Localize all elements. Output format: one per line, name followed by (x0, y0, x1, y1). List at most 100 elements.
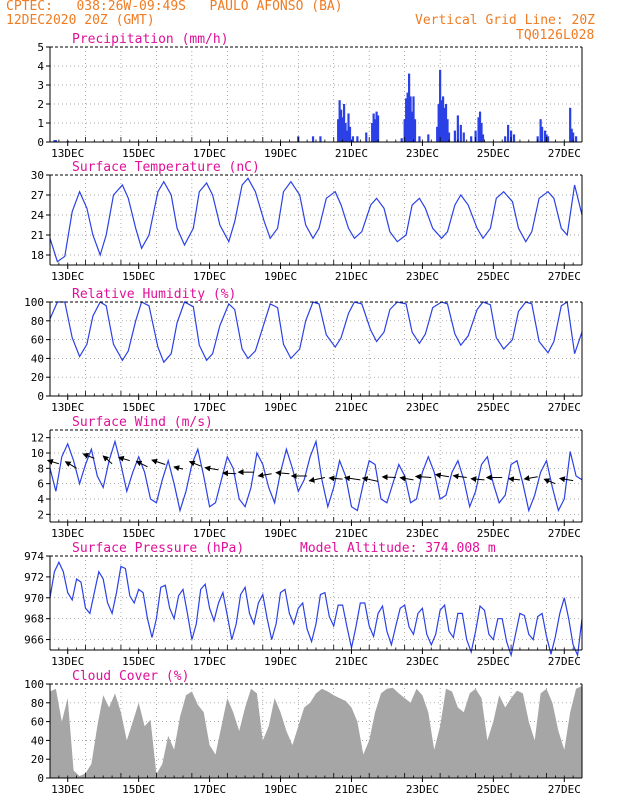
y-tick-label: 4 (37, 60, 44, 73)
x-tick-label: 13DEC (51, 401, 84, 414)
x-tick-label: 21DEC (335, 527, 368, 540)
precip-bar (372, 113, 375, 142)
cloud-title: Cloud Cover (%) (72, 669, 189, 684)
precip-bar (53, 140, 56, 142)
y-tick-label: 966 (24, 634, 44, 647)
precip-bar (413, 119, 417, 142)
x-tick-label: 23DEC (406, 270, 439, 283)
y-tick-label: 8 (37, 462, 44, 475)
precip-bar (512, 134, 516, 142)
x-tick-label: 13DEC (51, 147, 84, 160)
x-tick-label: 23DEC (406, 527, 439, 540)
precip-bar (509, 130, 513, 142)
precip-bar (345, 130, 349, 142)
y-tick-label: 24 (31, 209, 45, 222)
precip-bar (403, 119, 406, 142)
x-tick-label: 15DEC (122, 655, 155, 668)
precip-bar (441, 96, 445, 142)
x-tick-label: 19DEC (264, 527, 297, 540)
x-tick-label: 15DEC (122, 270, 155, 283)
wind-vector (558, 476, 574, 483)
y-tick-label: 40 (31, 734, 44, 747)
x-tick-label: 15DEC (122, 527, 155, 540)
x-tick-label: 27DEC (548, 147, 581, 160)
wind-vector (308, 476, 325, 483)
precip-bar (311, 136, 315, 142)
x-tick-label: 27DEC (548, 655, 581, 668)
precip-bar (456, 115, 459, 142)
wind-vector (543, 478, 556, 485)
x-tick-label: 21DEC (335, 147, 368, 160)
y-tick-label: 3 (37, 79, 44, 92)
y-tick-label: 2 (37, 508, 44, 521)
precip-bar (536, 136, 539, 142)
y-tick-label: 12 (31, 432, 44, 445)
run-datetime: 12DEC2020 20Z (GMT) (6, 13, 155, 28)
precip-bar (344, 123, 347, 142)
wind-title: Surface Wind (m/s) (72, 415, 213, 430)
x-tick-label: 17DEC (193, 527, 226, 540)
precip-bar (470, 136, 473, 142)
precip-bar (440, 100, 443, 142)
wind-vector (452, 473, 467, 480)
wind-vector (188, 460, 201, 467)
x-tick-label: 15DEC (122, 401, 155, 414)
x-tick-label: 15DEC (122, 783, 155, 796)
x-tick-label: 17DEC (193, 655, 226, 668)
y-tick-label: 80 (31, 697, 44, 710)
wind-chart: Surface Wind (m/s) 2 4 6 8 10 12 13DEC 15DEC 17DE… (31, 415, 583, 540)
y-tick-label: 6 (37, 478, 44, 491)
wind-vector (102, 455, 113, 465)
wind-vector (82, 453, 95, 459)
pres-series-line (49, 560, 583, 658)
precip-bar (446, 119, 449, 142)
x-tick-label: 21DEC (335, 270, 368, 283)
x-tick-label: 19DEC (264, 147, 297, 160)
x-tick-label: 19DEC (264, 270, 297, 283)
precip-bar (570, 128, 573, 142)
x-tick-label: 27DEC (548, 401, 581, 414)
precip-bar (351, 136, 355, 142)
precip-bar (569, 107, 572, 142)
precip-bar (54, 140, 58, 142)
y-tick-label: 0 (37, 136, 44, 149)
precip-bar (504, 136, 507, 142)
y-tick-label: 970 (24, 592, 44, 605)
precip-bar (319, 136, 322, 142)
y-tick-label: 60 (31, 334, 44, 347)
x-tick-label: 25DEC (477, 655, 510, 668)
precip-bar (341, 117, 344, 142)
y-tick-label: 18 (31, 249, 44, 262)
precip-bar (409, 96, 412, 142)
y-tick-label: 100 (24, 296, 44, 309)
x-tick-label: 25DEC (477, 401, 510, 414)
precip-bar (462, 132, 465, 142)
wind-vector (257, 472, 272, 479)
wind-vector (64, 461, 77, 469)
wind-vector (381, 474, 396, 481)
x-tick-label: 13DEC (51, 270, 84, 283)
y-tick-label: 21 (31, 229, 44, 242)
wind-vector (523, 475, 538, 482)
x-tick-label: 19DEC (264, 401, 297, 414)
x-tick-label: 23DEC (406, 783, 439, 796)
wind-vector (434, 472, 450, 479)
precip-bar (400, 138, 403, 142)
vertical-grid-note: Vertical Grid Line: 20Z (415, 13, 596, 28)
y-tick-label: 0 (37, 772, 44, 785)
y-tick-label: 5 (37, 41, 44, 54)
x-tick-label: 27DEC (548, 783, 581, 796)
precip-bar (478, 111, 482, 142)
y-tick-label: 10 (31, 447, 44, 460)
rh-chart: Relative Humidity (%) 0 20 40 60 80 100 13DEC 15… (24, 287, 583, 414)
pres-note: Model Altitude: 374.008 m (300, 541, 496, 556)
precip-bar (480, 123, 483, 142)
pres-title: Surface Pressure (hPa) (72, 541, 244, 556)
x-tick-label: 25DEC (477, 270, 510, 283)
precip-bar (572, 132, 575, 142)
pres-chart: Surface Pressure (hPa) Model Altitude: 37… (24, 541, 583, 668)
precip-bar (410, 111, 414, 142)
wind-vector (507, 476, 520, 483)
y-tick-label: 4 (37, 493, 44, 506)
precip-bar (418, 136, 421, 142)
